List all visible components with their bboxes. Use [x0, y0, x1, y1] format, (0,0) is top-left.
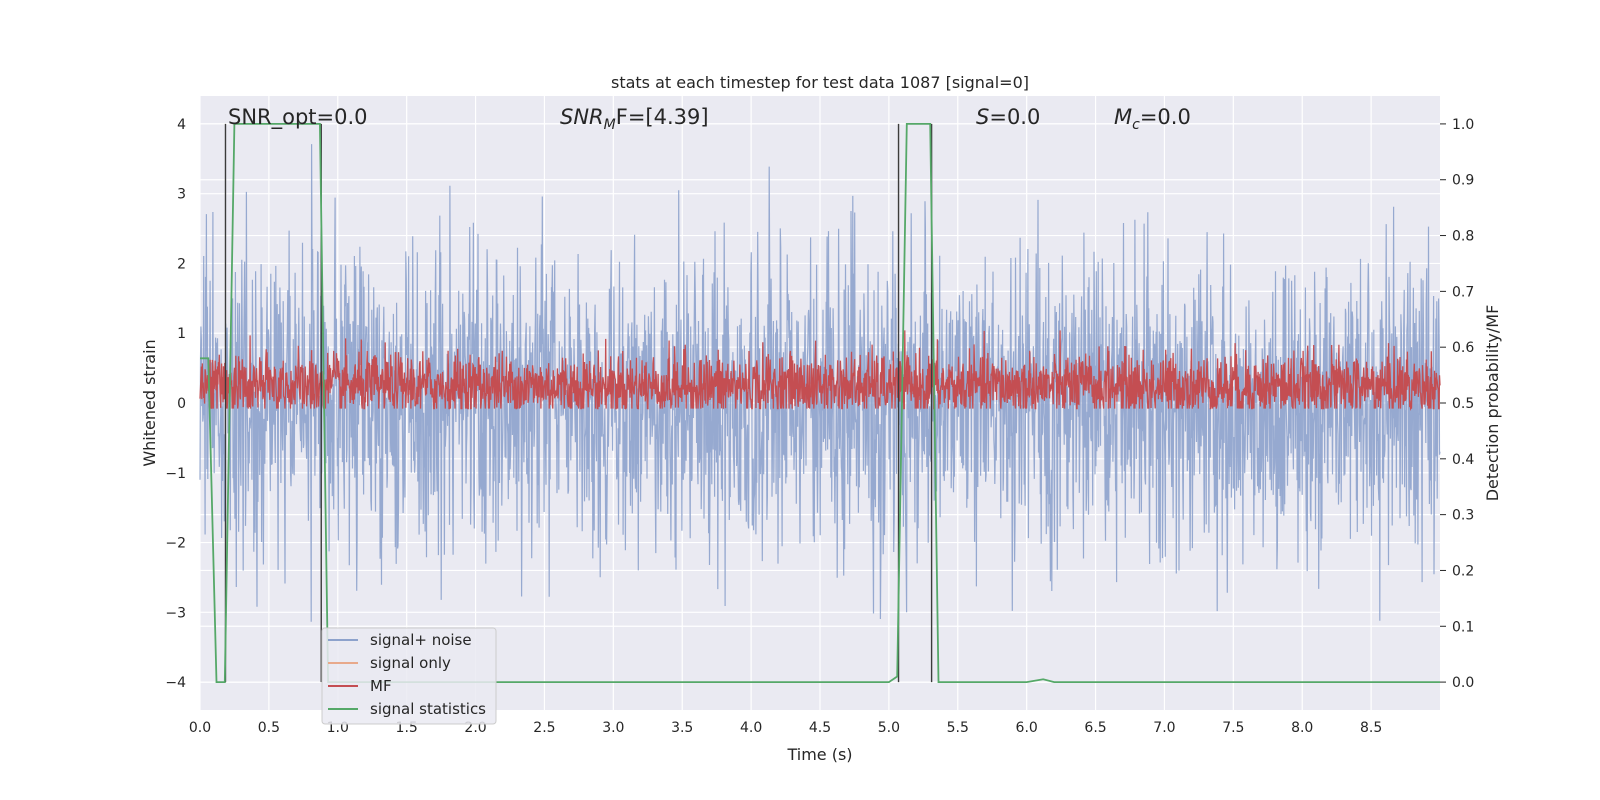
legend-label-signal-only: signal only — [370, 654, 451, 672]
x-tick-label: 7.5 — [1222, 720, 1244, 736]
x-tick-label: 5.5 — [947, 720, 969, 736]
x-tick-label: 6.5 — [1084, 720, 1106, 736]
y2-axis-label: Detection probability/MF — [1483, 305, 1502, 502]
annotation-mc-rest: =0.0 — [1140, 105, 1191, 129]
y-tick-label: 4 — [177, 117, 186, 133]
series-mf — [199, 330, 1441, 412]
y-tick-label: 2 — [177, 256, 186, 272]
x-tick-label: 8.0 — [1291, 720, 1313, 736]
x-tick-label: 4.5 — [809, 720, 831, 736]
series-signal-noise — [199, 144, 1441, 622]
y-tick-label: 1 — [177, 326, 186, 342]
y-tick-label: 3 — [177, 187, 186, 203]
series-signal-statistics — [200, 123, 1440, 683]
y2-tick-label: 0.8 — [1452, 229, 1474, 245]
x-tick-label: 0.0 — [189, 720, 211, 736]
annotation-mc-base: M — [1114, 105, 1132, 129]
annotation-mc-sub: c — [1132, 117, 1140, 133]
y2-tick-label: 0.6 — [1452, 340, 1474, 356]
y-tick-label: 0 — [177, 396, 186, 412]
y-tick-label: −2 — [165, 536, 186, 552]
annotation-snr-mf: SNRMF=[4.39] — [560, 105, 709, 133]
y-axis-ticks: −4 −3 −2 −1 0 1 2 3 4 — [165, 117, 186, 691]
legend-label-mf: MF — [370, 677, 392, 695]
annotations: SNR_opt=0.0 SNRMF=[4.39] S=0.0 Mc=0.0 — [228, 105, 1191, 133]
y2-tick-label: 0.2 — [1452, 563, 1474, 579]
line-signal-statistics — [200, 123, 1440, 683]
x-tick-label: 8.5 — [1360, 720, 1382, 736]
y2-tick-label: 0.7 — [1452, 284, 1474, 300]
annotation-snr-mf-rest: F=[4.39] — [616, 105, 709, 129]
annotation-snr-mf-base: SNR — [560, 105, 604, 129]
annotation-s-base: S — [976, 105, 989, 129]
annotation-snr-mf-sub: M — [604, 117, 616, 133]
y-tick-label: −4 — [165, 675, 186, 691]
y-tick-label: −3 — [165, 605, 186, 621]
y2-tick-label: 0.1 — [1452, 619, 1474, 635]
y-axis-label: Whitened strain — [140, 339, 159, 466]
y2-tick-label: 0.3 — [1452, 508, 1474, 524]
legend-label-signal-statistics: signal statistics — [370, 700, 486, 718]
x-axis-ticks: 0.0 0.5 1.0 1.5 2.0 2.5 3.0 3.5 4.0 4.5 5.0 5.5 6.0 6… — [189, 720, 1382, 736]
y2-tick-label: 0.5 — [1452, 396, 1474, 412]
legend: signal+ noise signal only MF signal stat… — [321, 627, 497, 725]
x-tick-label: 5.0 — [878, 720, 900, 736]
x-tick-label: 0.5 — [258, 720, 280, 736]
line-signal-noise — [199, 144, 1441, 622]
x-tick-label: 3.0 — [602, 720, 624, 736]
annotation-s-rest: =0.0 — [989, 105, 1040, 129]
annotation-s: S=0.0 — [976, 105, 1040, 129]
chart-title: stats at each timestep for test data 108… — [611, 73, 1029, 92]
x-tick-label: 2.5 — [533, 720, 555, 736]
x-axis-label: Time (s) — [786, 745, 852, 764]
annotation-mc: Mc=0.0 — [1114, 105, 1191, 133]
x-tick-label: 4.0 — [740, 720, 762, 736]
legend-label-signal-noise: signal+ noise — [370, 631, 472, 649]
x-tick-label: 3.5 — [671, 720, 693, 736]
line-mf — [199, 330, 1441, 412]
x-tick-label: 6.0 — [1016, 720, 1038, 736]
x-tick-label: 7.0 — [1153, 720, 1175, 736]
y2-axis-ticks: 0.0 0.1 0.2 0.3 0.4 0.5 0.6 0.7 0.8 0.9 1.0 — [1440, 117, 1474, 691]
legend-box — [321, 627, 497, 725]
annotation-snr-opt: SNR_opt=0.0 — [228, 105, 368, 130]
y2-tick-label: 1.0 — [1452, 117, 1474, 133]
y-tick-label: −1 — [165, 466, 186, 482]
y2-tick-label: 0.0 — [1452, 675, 1474, 691]
y2-tick-label: 0.4 — [1452, 452, 1474, 468]
y2-tick-label: 0.9 — [1452, 173, 1474, 189]
